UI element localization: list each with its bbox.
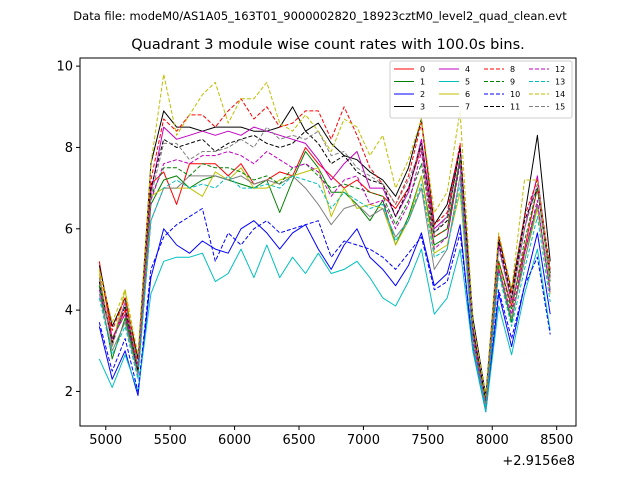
plot-frame [79,57,577,427]
series-line-15 [98,126,551,405]
series-line-5 [98,244,551,413]
legend-label-3: 3 [420,103,425,112]
legend-label-6: 6 [465,90,470,99]
legend-label-10: 10 [510,90,520,99]
legend-box [389,60,573,119]
x-tick-label: 7000 [347,433,380,448]
x-tick-label: 8500 [540,433,573,448]
x-tick-label: 6000 [218,433,251,448]
legend-label-0: 0 [420,65,425,74]
x-tick-label: 7500 [411,433,444,448]
series-line-7 [98,175,551,409]
legend-label-13: 13 [555,78,565,87]
legend-label-11: 11 [510,103,520,112]
y-tick-label: 4 [65,304,73,319]
legend-label-1: 1 [420,78,425,87]
y-tick-label: 6 [65,222,73,237]
series-line-1 [98,151,551,409]
series-line-6 [98,167,551,409]
chart-title: Quadrant 3 module wise count rates with … [131,37,525,53]
series-line-14 [98,73,551,396]
x-offset-label: +2.9156e8 [502,454,575,469]
y-tick-label: 10 [56,60,73,75]
legend-label-5: 5 [465,78,470,87]
y-tick-label: 8 [65,141,73,156]
series-line-11 [98,130,551,401]
series-line-0 [98,147,551,409]
x-tick-label: 5500 [154,433,187,448]
series-line-3 [98,106,551,396]
series-line-9 [98,159,551,405]
y-tick-label: 2 [65,385,73,400]
legend-label-4: 4 [465,65,470,74]
legend-label-14: 14 [555,90,565,99]
series-line-4 [98,126,551,405]
x-tick-label: 8000 [476,433,509,448]
x-tick-label: 6500 [282,433,315,448]
legend-label-8: 8 [510,65,515,74]
legend-label-12: 12 [555,65,565,74]
chart-suptitle: Data file: modeM0/AS1A05_163T01_90000028… [73,9,567,23]
series-line-13 [98,175,551,409]
x-tick-label: 5000 [89,433,122,448]
legend-label-7: 7 [465,103,470,112]
series-line-12 [98,151,551,409]
series-layer [98,73,551,413]
legend-label-15: 15 [555,103,565,112]
legend-label-2: 2 [420,90,425,99]
legend-label-9: 9 [510,78,515,87]
